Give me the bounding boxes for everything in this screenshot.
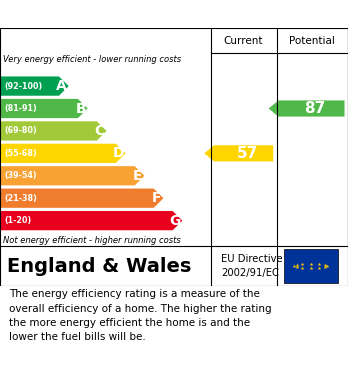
Text: Current: Current (224, 36, 263, 45)
Text: B: B (75, 102, 86, 115)
Polygon shape (0, 211, 182, 230)
Text: EU Directive
2002/91/EC: EU Directive 2002/91/EC (221, 254, 283, 278)
Polygon shape (0, 166, 144, 185)
Polygon shape (0, 76, 69, 96)
Polygon shape (0, 121, 106, 141)
Text: C: C (95, 124, 105, 138)
Text: (69-80): (69-80) (4, 126, 37, 135)
Text: A: A (56, 79, 67, 93)
Text: Energy Efficiency Rating: Energy Efficiency Rating (9, 7, 219, 22)
Text: Very energy efficient - lower running costs: Very energy efficient - lower running co… (3, 55, 182, 64)
Polygon shape (0, 188, 164, 208)
Text: (21-38): (21-38) (4, 194, 37, 203)
Text: (1-20): (1-20) (4, 216, 31, 225)
Text: 57: 57 (236, 146, 258, 161)
Polygon shape (0, 99, 88, 118)
Text: G: G (169, 213, 181, 228)
Text: E: E (133, 169, 143, 183)
Polygon shape (204, 145, 273, 161)
Text: Potential: Potential (290, 36, 335, 45)
Text: (92-100): (92-100) (4, 82, 42, 91)
Text: D: D (112, 146, 124, 160)
Text: F: F (152, 191, 162, 205)
Text: Not energy efficient - higher running costs: Not energy efficient - higher running co… (3, 236, 181, 245)
Bar (284, 249, 338, 283)
Text: (39-54): (39-54) (4, 171, 37, 180)
Text: England & Wales: England & Wales (7, 256, 191, 276)
Text: (55-68): (55-68) (4, 149, 37, 158)
Text: 87: 87 (304, 101, 326, 116)
Text: The energy efficiency rating is a measure of the
overall efficiency of a home. T: The energy efficiency rating is a measur… (9, 289, 271, 343)
Polygon shape (0, 144, 126, 163)
Text: (81-91): (81-91) (4, 104, 37, 113)
Polygon shape (269, 100, 345, 117)
